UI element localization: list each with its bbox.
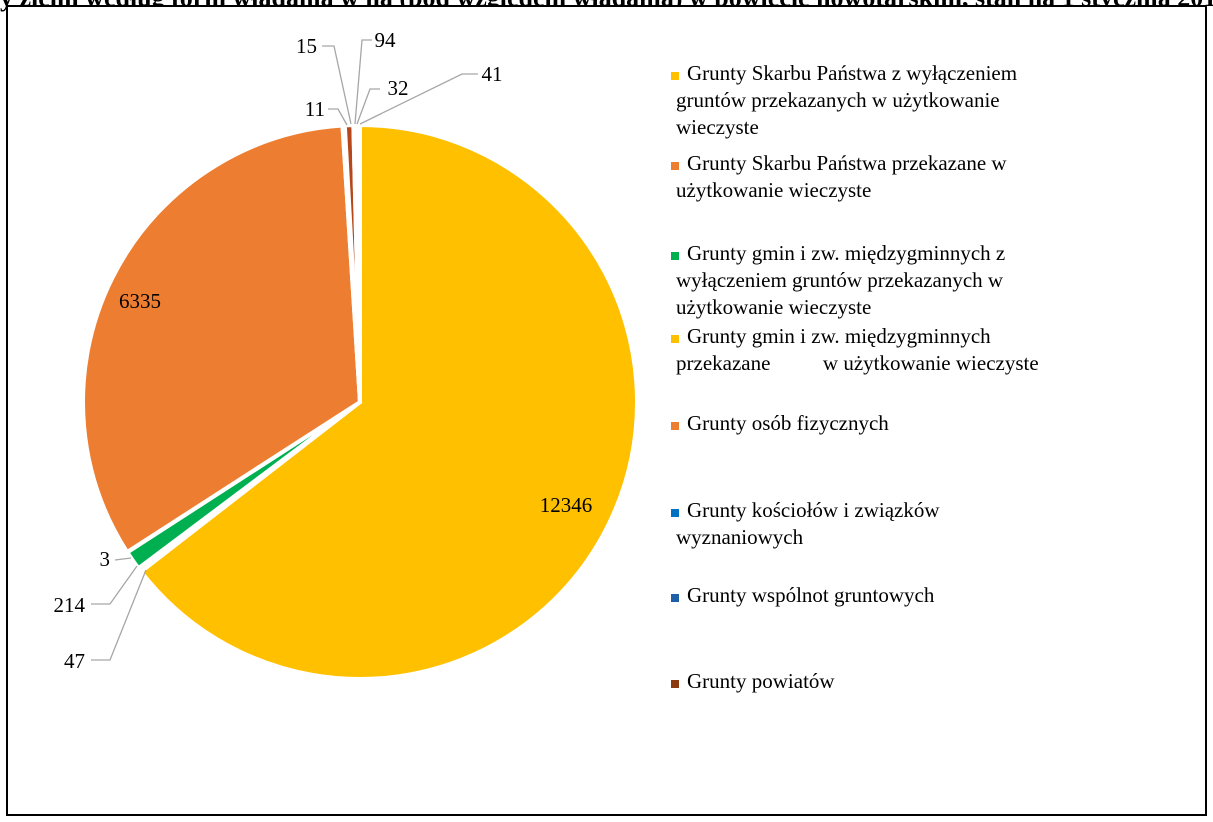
legend-item-1: Grunty Skarbu Państwa z wyłączeniem grunt… [671, 61, 1017, 139]
legend-label: użytkowanie wieczyste [676, 178, 871, 202]
data-label-3: 214 [54, 593, 86, 617]
legend: Grunty Skarbu Państwa z wyłączeniem grunt… [671, 61, 1039, 693]
legend-label: użytkowanie wieczyste [676, 295, 871, 319]
legend-label: Grunty gmin i zw. międzygminnych [687, 324, 991, 348]
legend-label: wyłączeniem gruntów przekazanych w [676, 268, 1004, 292]
data-label-1: 12346 [540, 493, 593, 517]
legend-swatch [671, 680, 679, 688]
legend-label: Grunty wspólnot gruntowych [687, 583, 935, 607]
leader-line-3 [91, 565, 138, 605]
legend-label: gruntów przekazanych w użytkowanie [676, 88, 1000, 112]
legend-item-3: Grunty gmin i zw. międzygminnych z wyłącz… [671, 241, 1005, 319]
legend-item-7: Grunty wspólnot gruntowych [671, 583, 935, 607]
legend-swatch [671, 252, 679, 260]
leader-lines [91, 39, 478, 661]
legend-item-6: Grunty kościołów i związków wyznaniowych [671, 498, 940, 549]
legend-swatch [671, 509, 679, 517]
legend-label: przekazane w użytkowanie wieczyste [676, 351, 1039, 375]
leader-line-6 [328, 108, 348, 126]
data-label-4: 3 [100, 547, 111, 571]
data-label-5: 6335 [119, 289, 161, 313]
pie-slices [81, 123, 639, 681]
legend-label: Grunty gmin i zw. międzygminnych z [687, 241, 1005, 265]
data-label-7: 15 [296, 34, 317, 58]
legend-swatch [671, 594, 679, 602]
leader-line-10 [359, 73, 478, 125]
legend-swatch [671, 162, 679, 170]
legend-label: Grunty kościołów i związków [687, 498, 940, 522]
legend-label: wyznaniowych [676, 525, 804, 549]
legend-item-5: Grunty osób fizycznych [671, 411, 889, 435]
leader-line-2 [91, 569, 147, 661]
legend-label: Grunty Skarbu Państwa przekazane w [687, 151, 1007, 175]
legend-label: Grunty Skarbu Państwa z wyłączeniem [687, 61, 1017, 85]
data-label-9: 32 [388, 76, 409, 100]
data-label-6: 11 [305, 97, 325, 121]
data-label-8: 94 [375, 28, 397, 52]
leader-line-8 [354, 39, 372, 125]
leader-line-4 [114, 557, 132, 561]
legend-item-2: Grunty Skarbu Państwa przekazane w użytko… [671, 151, 1007, 202]
legend-swatch [671, 72, 679, 80]
data-labels: 12346 47 214 3 6335 11 15 94 32 41 [54, 28, 593, 673]
leader-line-7 [322, 45, 352, 125]
legend-label: wieczyste [676, 115, 759, 139]
legend-item-4: Grunty gmin i zw. międzygminnych przekaza… [671, 324, 1039, 375]
pie-slice-10 [354, 123, 362, 404]
legend-label: Grunty osób fizycznych [687, 411, 889, 435]
pie-slice-1 [139, 123, 639, 681]
legend-swatch [671, 422, 679, 430]
legend-swatch [671, 335, 679, 343]
legend-label: Grunty powiatów [687, 669, 835, 693]
legend-item-8: Grunty powiatów [671, 669, 835, 693]
pie-slice-5 [81, 123, 362, 555]
leader-line-9 [356, 88, 380, 125]
data-label-2: 47 [64, 649, 85, 673]
data-label-10: 41 [482, 62, 503, 86]
